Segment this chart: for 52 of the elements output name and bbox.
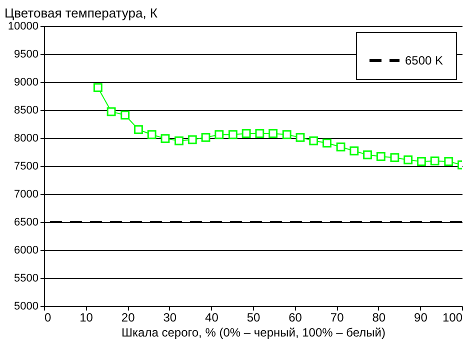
point	[363, 150, 372, 160]
point	[214, 130, 224, 140]
x-tick-label: 10	[80, 310, 94, 324]
x-tick-label: 90	[414, 310, 428, 324]
x-tick-label: 0	[44, 310, 52, 324]
y-tick-label: 8500	[14, 104, 38, 116]
point	[134, 125, 143, 134]
x-tick-label: 60	[288, 310, 302, 324]
point	[120, 110, 130, 120]
point	[228, 130, 238, 140]
point	[390, 153, 400, 162]
point	[147, 130, 156, 140]
x-tick-label: 100	[442, 310, 463, 324]
x-tick-label: 80	[372, 310, 386, 324]
x-axis-title: Шкала серого, % (0% – черный, 100% – белый)	[122, 326, 386, 340]
x-tick-label: 30	[163, 310, 177, 324]
point	[188, 135, 197, 144]
y-tick-label: 7500	[14, 160, 38, 172]
y-tick-label: 10000	[8, 20, 38, 32]
point	[242, 129, 251, 138]
point	[282, 130, 292, 140]
point	[350, 146, 359, 156]
point	[93, 83, 102, 92]
point	[255, 129, 264, 138]
x-tick-label: 50	[246, 310, 260, 324]
x-tick-label: 40	[205, 310, 219, 324]
y-tick-label: 6000	[14, 244, 38, 256]
y-tick-label: 7000	[14, 188, 38, 200]
x-tick-label: 70	[330, 310, 344, 324]
point	[160, 134, 170, 144]
point	[106, 107, 116, 116]
y-tick-label: 9500	[14, 48, 38, 60]
point	[404, 155, 413, 164]
point	[296, 132, 305, 142]
point	[430, 156, 440, 166]
y-axis-title: Цветовая температура, К	[4, 6, 158, 20]
point	[309, 136, 318, 146]
y-tick-label: 6500	[14, 216, 38, 228]
point	[201, 132, 210, 142]
point	[174, 136, 184, 146]
y-tick-label: 9000	[14, 76, 38, 88]
point	[416, 157, 426, 166]
point	[444, 157, 454, 166]
legend-label: 6500 K	[405, 54, 444, 68]
point	[268, 129, 278, 138]
y-tick-label: 5000	[14, 300, 38, 312]
point	[336, 142, 346, 152]
y-tick-label: 8000	[14, 132, 38, 144]
point	[322, 138, 332, 148]
x-tick-label: 20	[121, 310, 136, 324]
point	[376, 152, 386, 161]
y-tick-label: 5500	[14, 272, 38, 284]
